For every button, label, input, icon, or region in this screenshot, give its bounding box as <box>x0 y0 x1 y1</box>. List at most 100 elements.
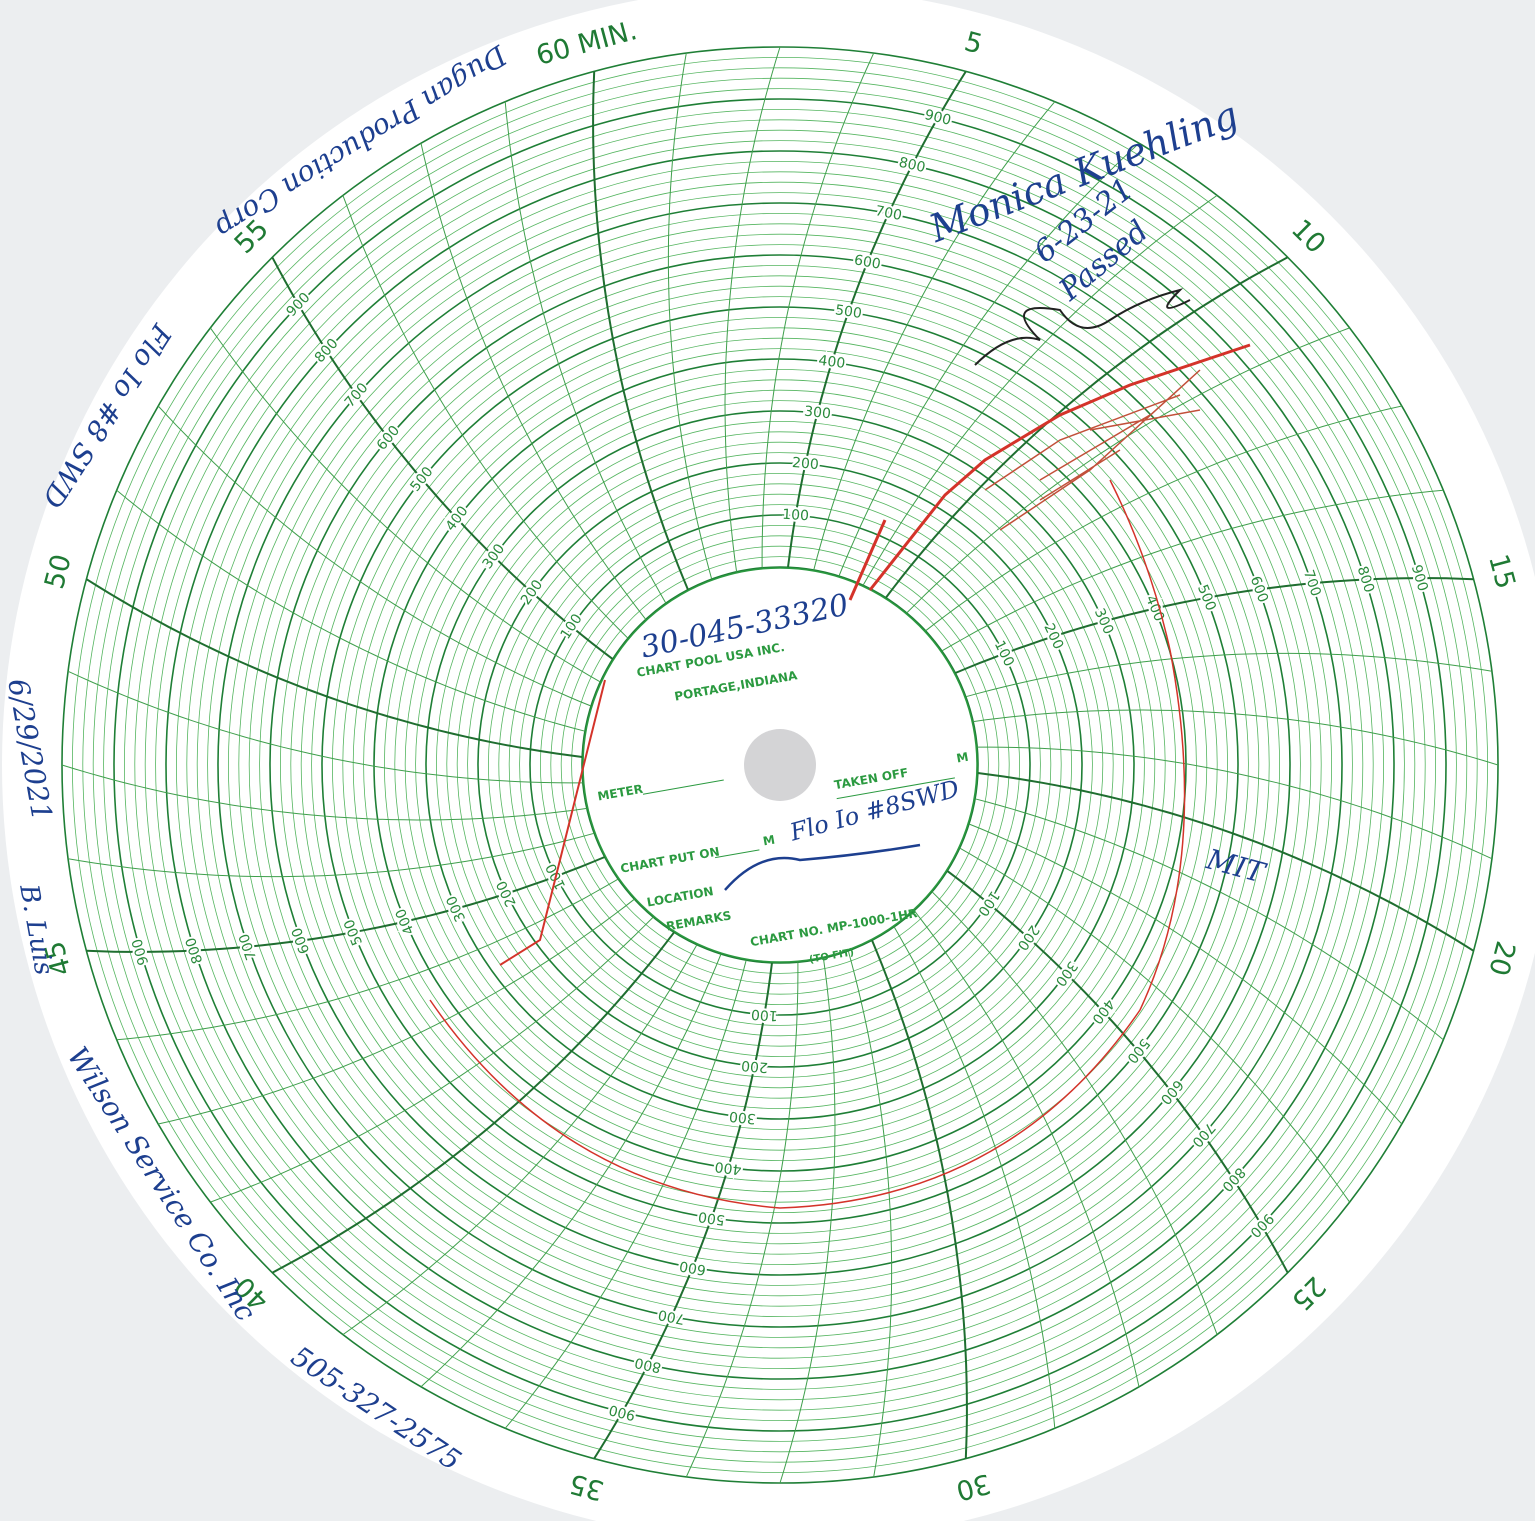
pressure-ring <box>363 348 1197 1182</box>
trace-segment <box>429 479 1186 1209</box>
time-line <box>968 823 1403 1125</box>
time-line <box>847 950 893 1477</box>
pressure-ring <box>373 358 1187 1172</box>
pressure-ring <box>238 223 1322 1307</box>
time-line <box>959 847 1351 1203</box>
pressure-ring <box>342 327 1218 1203</box>
pressure-ring <box>228 213 1332 1317</box>
signature <box>724 843 921 891</box>
pressure-ring <box>269 254 1291 1276</box>
time-line <box>977 746 1493 860</box>
time-line <box>85 578 583 758</box>
time-line <box>210 916 654 1203</box>
signature <box>974 288 1191 366</box>
pressure-ring <box>435 420 1125 1110</box>
pressure-label: 300 <box>803 404 831 423</box>
pressure-ring <box>155 140 1405 1390</box>
time-line <box>885 256 1289 599</box>
pressure-ring <box>571 556 989 974</box>
time-line <box>946 870 1289 1274</box>
pressure-ring <box>394 379 1166 1151</box>
pressure-ring <box>82 67 1478 1463</box>
time-line <box>116 878 619 1041</box>
pressure-label: 600 <box>853 252 882 272</box>
time-line <box>592 71 689 591</box>
time-line <box>779 958 836 1484</box>
trace-segment <box>848 343 1251 601</box>
pressure-ring <box>352 337 1208 1193</box>
pressure-ring <box>425 410 1135 1120</box>
pressure-ring <box>477 462 1083 1068</box>
pressure-ring <box>176 161 1384 1369</box>
pressure-ring <box>103 88 1457 1442</box>
pressure-ring <box>144 129 1416 1401</box>
pressure-ring <box>540 525 1021 1006</box>
time-line <box>158 898 635 1125</box>
pressure-ring <box>165 150 1395 1380</box>
pressure-ring <box>456 441 1104 1089</box>
m: M <box>762 833 776 849</box>
pressure-ring <box>487 472 1073 1058</box>
time-line <box>593 962 773 1460</box>
time-line <box>954 577 1474 674</box>
time-line <box>913 910 1140 1387</box>
grid <box>61 46 1499 1484</box>
pressure-ring <box>311 296 1249 1234</box>
center-hole <box>744 729 816 801</box>
pressure-ring <box>519 504 1041 1026</box>
pressure-ring <box>290 275 1270 1255</box>
time-line <box>974 798 1444 1041</box>
pressure-ring <box>467 452 1093 1078</box>
pressure-ring <box>217 202 1343 1328</box>
pressure-label: 500 <box>697 1208 726 1228</box>
time-line <box>893 926 1056 1429</box>
pressure-ring <box>508 493 1052 1037</box>
field-line <box>836 777 955 800</box>
time-line <box>342 944 698 1336</box>
time-line <box>685 962 799 1478</box>
time-line <box>116 489 586 732</box>
time-line <box>667 53 713 580</box>
trace-segment <box>984 369 1201 531</box>
time-line <box>977 772 1475 952</box>
pressure-label: 200 <box>791 455 819 473</box>
time-line <box>761 52 875 568</box>
pressure-ring <box>383 368 1177 1162</box>
time-line <box>420 953 722 1388</box>
pressure-ring <box>124 109 1436 1421</box>
pressure-label: 100 <box>782 507 810 525</box>
pen-trace <box>429 343 1251 1209</box>
pressure-ring <box>72 57 1488 1473</box>
time-line <box>973 709 1499 766</box>
pressure-label: 100 <box>751 1006 779 1024</box>
pressure-ring <box>321 306 1239 1224</box>
time-line <box>925 405 1402 632</box>
time-line <box>271 931 675 1274</box>
time-line <box>271 256 614 660</box>
time-line <box>813 101 1056 571</box>
time-line <box>862 194 1218 586</box>
time-line <box>871 939 968 1459</box>
pressure-ring <box>300 285 1260 1245</box>
pressure-ring <box>331 316 1229 1214</box>
pressure-ring <box>404 389 1156 1141</box>
time-line <box>838 142 1140 577</box>
pressure-ring <box>279 264 1281 1266</box>
time-line <box>67 670 583 784</box>
field-line <box>642 779 724 795</box>
time-line <box>342 195 629 639</box>
pressure-ring <box>248 233 1312 1297</box>
trace-segment <box>499 679 606 966</box>
pressure-ring <box>113 98 1447 1432</box>
time-line <box>941 489 1444 652</box>
time-line <box>61 764 587 821</box>
m: M <box>955 750 969 766</box>
time-line <box>906 327 1350 614</box>
pressure-ring <box>498 483 1062 1047</box>
pressure-ring <box>581 566 979 964</box>
pressure-ring <box>196 181 1364 1349</box>
pressure-ring <box>529 514 1031 1016</box>
pressure-label: 400 <box>714 1158 743 1177</box>
pressure-ring <box>560 545 1000 985</box>
